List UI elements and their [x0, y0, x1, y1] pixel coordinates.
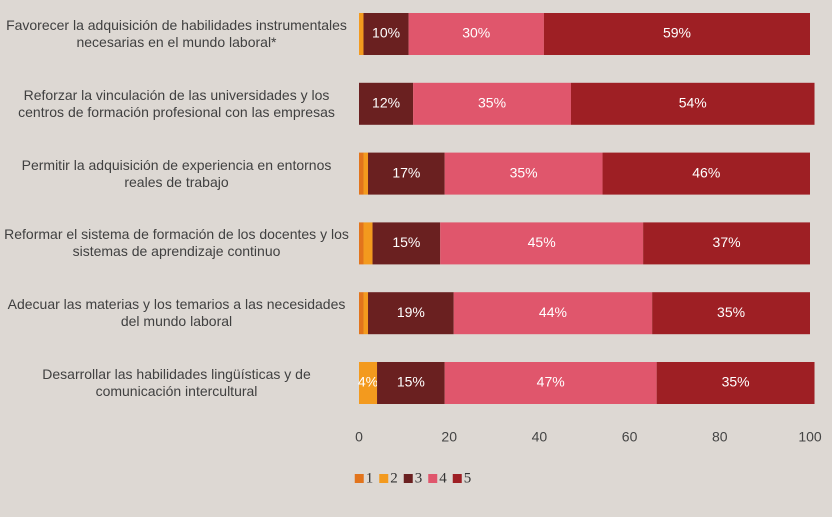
bar-segment [363, 13, 409, 55]
bar-segment [377, 362, 445, 404]
bar-segment [444, 362, 657, 404]
data-label: 15% [397, 374, 425, 390]
bar-segment [413, 82, 571, 125]
bar-segment [363, 292, 369, 335]
data-label: 54% [679, 95, 707, 111]
bar-segment [363, 152, 369, 195]
bar-segment [570, 82, 815, 125]
data-label: 59% [663, 25, 691, 41]
legend-swatch [403, 474, 413, 483]
data-label: 30% [462, 25, 490, 41]
data-label: 4% [358, 374, 378, 390]
data-label: 35% [510, 164, 538, 180]
data-label: 19% [397, 304, 425, 320]
category-label: Adecuar las materias y los temarios a la… [7, 296, 346, 330]
data-label: 47% [537, 374, 565, 390]
data-label: 35% [722, 374, 750, 390]
x-tick-label: 100 [798, 429, 822, 445]
bar-segment [372, 222, 441, 265]
data-label: 35% [717, 304, 745, 320]
legend-label: 1 [366, 470, 374, 486]
bar-segment [453, 292, 653, 335]
bar-segment [444, 152, 603, 195]
bar-segment [643, 222, 810, 265]
bar-segment [359, 362, 378, 404]
legend-swatch [452, 474, 462, 483]
data-label: 45% [528, 234, 556, 250]
category-label: Favorecer la adquisición de habilidades … [6, 17, 347, 50]
bar-segment [359, 13, 364, 55]
data-label: 12% [372, 95, 400, 111]
bar-segment [543, 13, 810, 55]
legend-swatch [379, 474, 389, 483]
bar-segment [359, 222, 364, 265]
data-label: 44% [539, 304, 567, 320]
bar-segment [359, 82, 414, 125]
data-label: 10% [372, 25, 400, 41]
data-label: 17% [392, 164, 420, 180]
bar-segment [359, 292, 364, 335]
legend-label: 2 [390, 470, 398, 486]
bar-segment [359, 152, 364, 195]
x-tick-label: 20 [441, 429, 457, 445]
data-label: 35% [478, 95, 506, 111]
data-label: 15% [392, 234, 420, 250]
legend-label: 4 [439, 470, 447, 486]
bar-segment [363, 222, 373, 265]
category-label: Permitir la adquisición de experiencia e… [21, 156, 332, 190]
x-tick-label: 0 [355, 429, 363, 445]
data-label: 46% [692, 164, 720, 180]
legend-label: 3 [415, 470, 423, 486]
legend-label: 5 [464, 470, 472, 486]
bar-segment [440, 222, 644, 265]
x-tick-label: 80 [712, 429, 728, 445]
category-label: Reforzar la vinculación de las universid… [18, 86, 335, 120]
legend-swatch [428, 474, 438, 483]
bar-segment [602, 152, 810, 195]
x-tick-label: 40 [532, 429, 548, 445]
data-label: 37% [713, 234, 741, 250]
x-tick-label: 60 [622, 429, 638, 445]
bar-segment [652, 292, 810, 335]
bar-segment [408, 13, 544, 55]
category-label: Desarrollar las habilidades lingüísticas… [42, 366, 311, 399]
bar-segment [368, 292, 454, 335]
bar-segment [656, 362, 815, 404]
legend-swatch [354, 474, 364, 483]
bar-segment [368, 152, 445, 195]
category-label: Reformar el sistema de formación de los … [4, 226, 349, 260]
